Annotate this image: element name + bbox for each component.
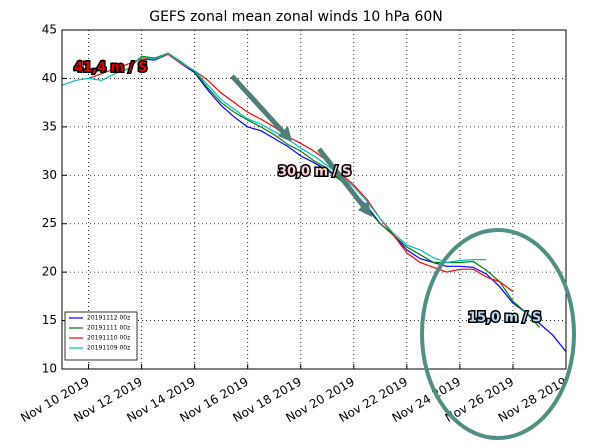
arrows: [230, 74, 576, 440]
series-line: [61, 52, 487, 264]
y-tick-label: 25: [42, 216, 57, 230]
annotation: 41,4 m / S: [74, 61, 147, 76]
chart-title: GEFS zonal mean zonal winds 10 hPa 60N: [149, 9, 443, 25]
legend-label: 20191112 00z: [87, 315, 130, 322]
y-tick-label: 20: [42, 265, 57, 279]
annotation: 15,0 m / S: [468, 311, 541, 326]
legend: 20191112 00z 20191111 00z 20191110 00z 2019…: [64, 311, 138, 361]
legend-label: 20191109 00z: [87, 345, 130, 352]
y-tick-label: 30: [42, 168, 57, 182]
legend-label: 20191111 00z: [87, 325, 130, 332]
y-tick-label: 10: [42, 362, 57, 376]
y-tick-label: 40: [42, 71, 57, 85]
arrow-head: [358, 201, 372, 217]
y-tick-label: 35: [42, 119, 57, 133]
y-tick-label: 15: [42, 313, 57, 327]
legend-box: [64, 311, 138, 361]
annotation: 30,0 m / S: [278, 165, 351, 180]
arrow: [230, 74, 286, 135]
arrow: [317, 147, 366, 209]
frame: [61, 29, 567, 370]
highlight-ellipse: [420, 228, 576, 440]
arrow-head: [278, 126, 292, 142]
legend-label: 20191110 00z: [87, 335, 130, 342]
y-tick-label: 45: [42, 23, 57, 37]
